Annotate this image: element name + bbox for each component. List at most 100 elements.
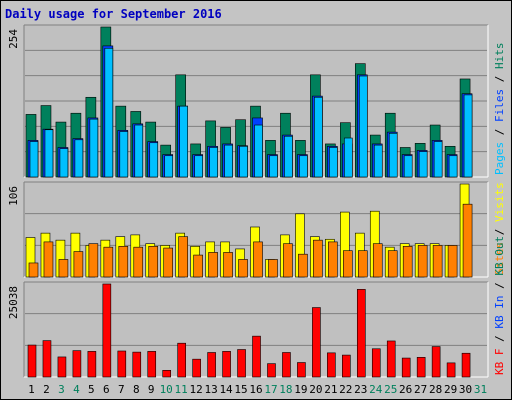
bar-pages-day-17 — [269, 155, 278, 178]
bar-pages-day-20 — [314, 96, 323, 178]
x-tick-label-day-29: 29 — [444, 383, 457, 396]
bar-pages-day-12 — [194, 155, 203, 178]
bar-pages-day-5 — [89, 118, 99, 178]
bar-pages-day-13 — [209, 147, 218, 178]
x-tick-label-day-9: 9 — [148, 383, 155, 396]
bar-sites-day-13 — [208, 252, 218, 278]
bar-sites-day-24 — [372, 243, 383, 278]
axis-legend-part: / — [493, 329, 506, 349]
bar-kbf-day-12 — [192, 358, 201, 378]
bar-kbf-day-1 — [27, 344, 37, 378]
bar-pages-day-30 — [463, 94, 473, 178]
x-tick-label-day-4: 4 — [73, 383, 80, 396]
bar-pages-day-9 — [149, 142, 159, 178]
bar-kbf-day-2 — [42, 340, 52, 378]
x-tick-label-day-31: 31 — [474, 383, 487, 396]
axis-legend-part: Pages — [493, 142, 506, 175]
bar-pages-day-2 — [44, 129, 54, 178]
x-tick-label-day-24: 24 — [369, 383, 383, 396]
bar-pages-day-26 — [403, 155, 413, 178]
x-tick-label-day-23: 23 — [354, 383, 367, 396]
bar-pages-day-3 — [59, 148, 69, 178]
x-tick-label-day-20: 20 — [309, 383, 322, 396]
bar-pages-day-24 — [373, 144, 383, 178]
x-tick-label-day-13: 13 — [204, 383, 217, 396]
axis-legend-part: / — [493, 69, 506, 89]
x-tick-label-day-6: 6 — [103, 383, 110, 396]
bar-sites-day-10 — [163, 247, 174, 278]
axis-legend-hits: Pages / Files / Hits — [493, 43, 506, 176]
x-tick-label-day-27: 27 — [414, 383, 427, 396]
x-tick-label-day-17: 17 — [264, 383, 277, 396]
bar-pages-day-29 — [448, 155, 458, 178]
x-tick-label-day-15: 15 — [234, 383, 247, 396]
bar-kbf-day-3 — [57, 356, 67, 378]
bar-pages-day-25 — [388, 132, 398, 178]
x-tick-label-day-14: 14 — [219, 383, 233, 396]
bar-sites-day-18 — [283, 243, 293, 278]
x-tick-label-day-8: 8 — [133, 383, 140, 396]
bar-sites-day-23 — [357, 250, 368, 278]
bar-kbf-day-11 — [177, 342, 186, 378]
bar-sites-day-28 — [432, 245, 443, 278]
bar-pages-day-11 — [179, 105, 188, 178]
bar-pages-day-19 — [299, 155, 308, 178]
bar-sites-day-6 — [103, 246, 114, 278]
bar-sites-day-15 — [238, 259, 248, 278]
x-tick-label-day-16: 16 — [249, 383, 262, 396]
bar-kbf-day-17 — [267, 363, 276, 378]
bar-sites-day-11 — [178, 236, 188, 278]
bar-sites-day-26 — [402, 245, 413, 278]
bar-pages-day-10 — [164, 155, 174, 178]
bar-sites-day-25 — [387, 250, 398, 278]
x-tick-label-day-21: 21 — [324, 383, 337, 396]
bar-pages-day-22 — [344, 137, 353, 178]
bar-kbf-day-19 — [297, 362, 306, 378]
bar-sites-day-21 — [328, 241, 338, 278]
axis-legend-part: / — [493, 122, 506, 142]
x-tick-label-day-19: 19 — [294, 383, 307, 396]
x-tick-label-day-12: 12 — [190, 383, 203, 396]
bar-pages-day-27 — [418, 151, 428, 178]
bar-sites-day-1 — [28, 262, 39, 278]
bar-kbf-day-29 — [446, 362, 456, 378]
axis-legend-part: Files — [493, 89, 506, 122]
axis-legend-part: Visits — [493, 182, 506, 222]
ymax-label-hits: 254 — [7, 29, 20, 49]
x-tick-label-day-11: 11 — [175, 383, 188, 396]
x-tick-label-day-2: 2 — [43, 383, 50, 396]
bar-kbf-day-23 — [356, 289, 366, 378]
bar-kbf-day-25 — [386, 340, 396, 378]
bar-pages-day-23 — [358, 75, 368, 178]
bar-pages-day-1 — [29, 141, 39, 178]
axis-legend-part: / — [493, 276, 506, 296]
ymax-label-visits: 106 — [7, 186, 20, 206]
x-tick-label-day-28: 28 — [429, 383, 442, 396]
bar-sites-day-9 — [148, 245, 159, 278]
bar-kbf-day-4 — [72, 350, 82, 378]
bar-kbf-day-28 — [431, 346, 441, 378]
axis-legend-part: KB F — [493, 349, 506, 376]
bar-kbf-day-15 — [237, 349, 246, 378]
bar-pages-day-4 — [74, 139, 84, 178]
axis-legend-part: Sites — [493, 242, 506, 275]
bar-sites-day-7 — [118, 245, 129, 278]
bar-sites-day-22 — [343, 250, 353, 278]
axis-legend-part: KB In — [493, 296, 506, 329]
x-tick-label-day-22: 22 — [339, 383, 352, 396]
bar-sites-day-5 — [88, 243, 99, 278]
bar-kbf-day-7 — [117, 350, 127, 378]
ymax-label-kb: 25038 — [7, 286, 20, 319]
bar-kbf-day-9 — [147, 351, 157, 378]
chart-title: Daily usage for September 2016 — [5, 7, 222, 21]
bar-pages-day-28 — [433, 141, 443, 178]
bar-kbf-day-13 — [207, 352, 216, 378]
axis-legend-visits: Sites / Visits — [493, 182, 506, 275]
bar-pages-day-14 — [224, 144, 233, 178]
bar-sites-day-29 — [447, 245, 458, 278]
bar-sites-day-8 — [133, 246, 144, 278]
bar-sites-day-27 — [417, 245, 428, 278]
x-tick-label-day-3: 3 — [58, 383, 65, 396]
bar-kbf-day-27 — [416, 357, 426, 378]
